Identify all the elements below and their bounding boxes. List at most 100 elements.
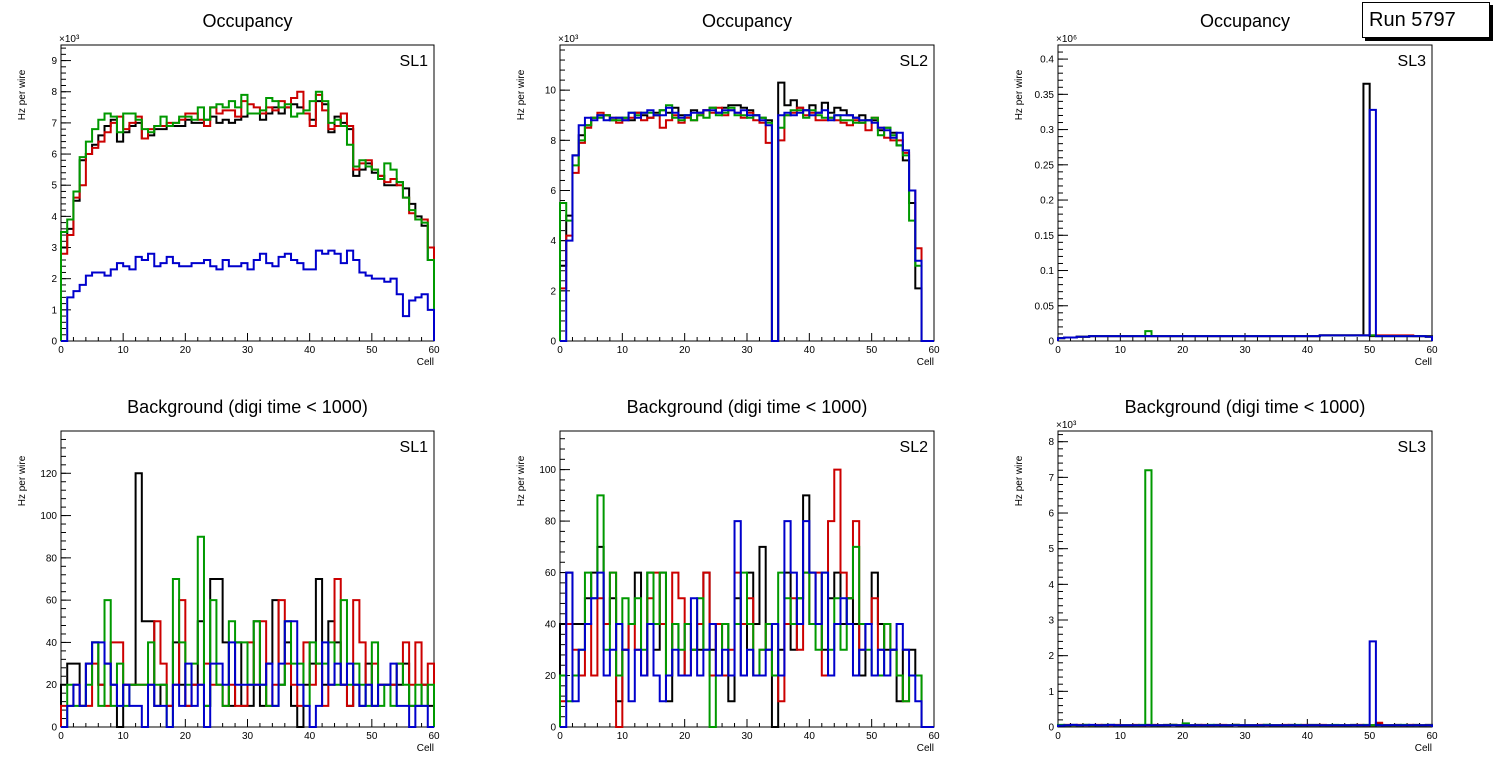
x-tick-label: 40 <box>1302 345 1314 356</box>
plot-frame <box>60 44 435 342</box>
x-tick-label: 20 <box>180 731 192 742</box>
x-tick-label: 0 <box>557 731 563 742</box>
y-axis-exponent: ×10³ <box>1056 420 1077 431</box>
y-tick-label: 5 <box>51 181 57 192</box>
superlayer-label: SL2 <box>900 53 929 70</box>
series-layer4 <box>61 620 434 728</box>
y-tick-label: 2 <box>1048 651 1054 662</box>
y-tick-label: 9 <box>51 56 57 67</box>
y-tick-label: 0.2 <box>1040 196 1054 207</box>
plot-title: Occupancy <box>702 11 792 31</box>
plot-title: Occupancy <box>1200 11 1290 31</box>
x-tick-label: 0 <box>557 345 563 356</box>
x-tick-label: 60 <box>928 345 940 356</box>
y-tick-label: 80 <box>545 517 557 528</box>
y-tick-label: 0 <box>1048 723 1054 734</box>
x-tick-label: 60 <box>428 731 440 742</box>
series-layer4 <box>560 520 934 728</box>
series-layer4 <box>1057 108 1433 341</box>
y-tick-label: 100 <box>539 465 556 476</box>
y-axis-label: Hz per wire <box>1014 69 1025 120</box>
panel-sl3-occupancy: Occupancy SL3 0 10 20 30 40 50 60 0 0.05 0.1 0.15 0.2… <box>1014 11 1438 368</box>
x-tick-label: 30 <box>242 731 254 742</box>
y-tick-label: 0 <box>550 723 556 734</box>
x-tick-label: 40 <box>804 345 816 356</box>
panel-sl2-occupancy: Occupancy SL2 0 10 20 30 40 50 60 0 2 4 6 8 10 Cell Hz p… <box>516 11 940 368</box>
y-axis-label: Hz per wire <box>1014 455 1025 506</box>
x-tick-label: 30 <box>741 731 753 742</box>
plot-frame <box>559 44 935 342</box>
x-tick-label: 50 <box>366 345 378 356</box>
series-layer4 <box>61 249 435 342</box>
y-axis-exponent: ×10⁶ <box>1056 34 1077 45</box>
series-layer4 <box>1057 640 1433 727</box>
x-tick-label: 20 <box>1177 731 1189 742</box>
y-axis-exponent: ×10³ <box>558 34 579 45</box>
x-tick-label: 40 <box>1302 731 1314 742</box>
x-tick-label: 10 <box>1115 731 1127 742</box>
x-tick-label: 0 <box>58 731 64 742</box>
x-axis-label: Cell <box>417 743 434 754</box>
y-tick-label: 0.25 <box>1035 160 1055 171</box>
series-layer3 <box>559 104 934 342</box>
y-tick-label: 0.3 <box>1040 125 1054 136</box>
y-axis-exponent: ×10³ <box>59 34 80 45</box>
superlayer-label: SL1 <box>400 53 429 70</box>
panel-sl1-occupancy: Occupancy SL1 0 10 20 30 40 50 60 0 1 2 3 4 5 6 7 8 9 Cell H… <box>17 11 440 368</box>
superlayer-label: SL2 <box>900 439 929 456</box>
y-axis-label: Hz per wire <box>17 455 28 506</box>
series-layer3 <box>60 90 435 341</box>
x-tick-label: 10 <box>118 731 130 742</box>
y-tick-label: 4 <box>51 212 57 223</box>
y-tick-label: 4 <box>1048 580 1054 591</box>
y-tick-label: 0.15 <box>1035 231 1055 242</box>
superlayer-label: SL3 <box>1398 53 1427 70</box>
y-tick-label: 0 <box>550 337 556 348</box>
x-tick-label: 10 <box>617 345 629 356</box>
x-tick-label: 30 <box>1239 731 1251 742</box>
y-tick-label: 0 <box>51 337 57 348</box>
y-tick-label: 100 <box>40 511 57 522</box>
x-tick-label: 50 <box>1364 345 1376 356</box>
panel-sl3-background: Background (digi time < 1000) SL3 0 10 20 30 4… <box>1014 397 1438 754</box>
x-tick-label: 20 <box>1177 345 1189 356</box>
y-tick-label: 0.1 <box>1040 266 1054 277</box>
y-tick-label: 8 <box>550 136 556 147</box>
x-tick-label: 30 <box>1239 345 1251 356</box>
x-tick-label: 10 <box>1115 345 1127 356</box>
x-tick-label: 50 <box>866 731 878 742</box>
x-axis-label: Cell <box>917 743 934 754</box>
x-tick-label: 40 <box>804 731 816 742</box>
x-axis-label: Cell <box>917 357 934 368</box>
y-tick-label: 7 <box>51 118 57 129</box>
y-tick-label: 3 <box>1048 616 1054 627</box>
y-tick-label: 1 <box>1048 687 1054 698</box>
x-tick-label: 20 <box>679 345 691 356</box>
y-tick-label: 0.05 <box>1035 301 1055 312</box>
y-axis-label: Hz per wire <box>516 69 527 120</box>
x-tick-label: 20 <box>180 345 192 356</box>
x-tick-label: 60 <box>1426 345 1438 356</box>
x-tick-label: 10 <box>118 345 130 356</box>
plot-title: Background (digi time < 1000) <box>127 397 368 417</box>
y-tick-label: 2 <box>550 286 556 297</box>
x-tick-label: 60 <box>428 345 440 356</box>
y-tick-label: 8 <box>1048 437 1054 448</box>
x-axis-label: Cell <box>417 357 434 368</box>
y-tick-label: 6 <box>550 186 556 197</box>
y-tick-label: 60 <box>46 596 58 607</box>
y-tick-label: 40 <box>46 638 58 649</box>
run-label: Run 5797 <box>1362 2 1490 38</box>
series-layer1 <box>60 100 435 341</box>
superlayer-label: SL3 <box>1398 439 1427 456</box>
x-tick-label: 20 <box>679 731 691 742</box>
y-tick-label: 0 <box>1048 337 1054 348</box>
plot-title: Background (digi time < 1000) <box>1125 397 1366 417</box>
x-tick-label: 0 <box>1055 345 1061 356</box>
x-tick-label: 60 <box>1426 731 1438 742</box>
y-axis-label: Hz per wire <box>17 69 28 120</box>
x-tick-label: 0 <box>58 345 64 356</box>
y-tick-label: 6 <box>51 150 57 161</box>
y-tick-label: 0.4 <box>1040 55 1054 66</box>
